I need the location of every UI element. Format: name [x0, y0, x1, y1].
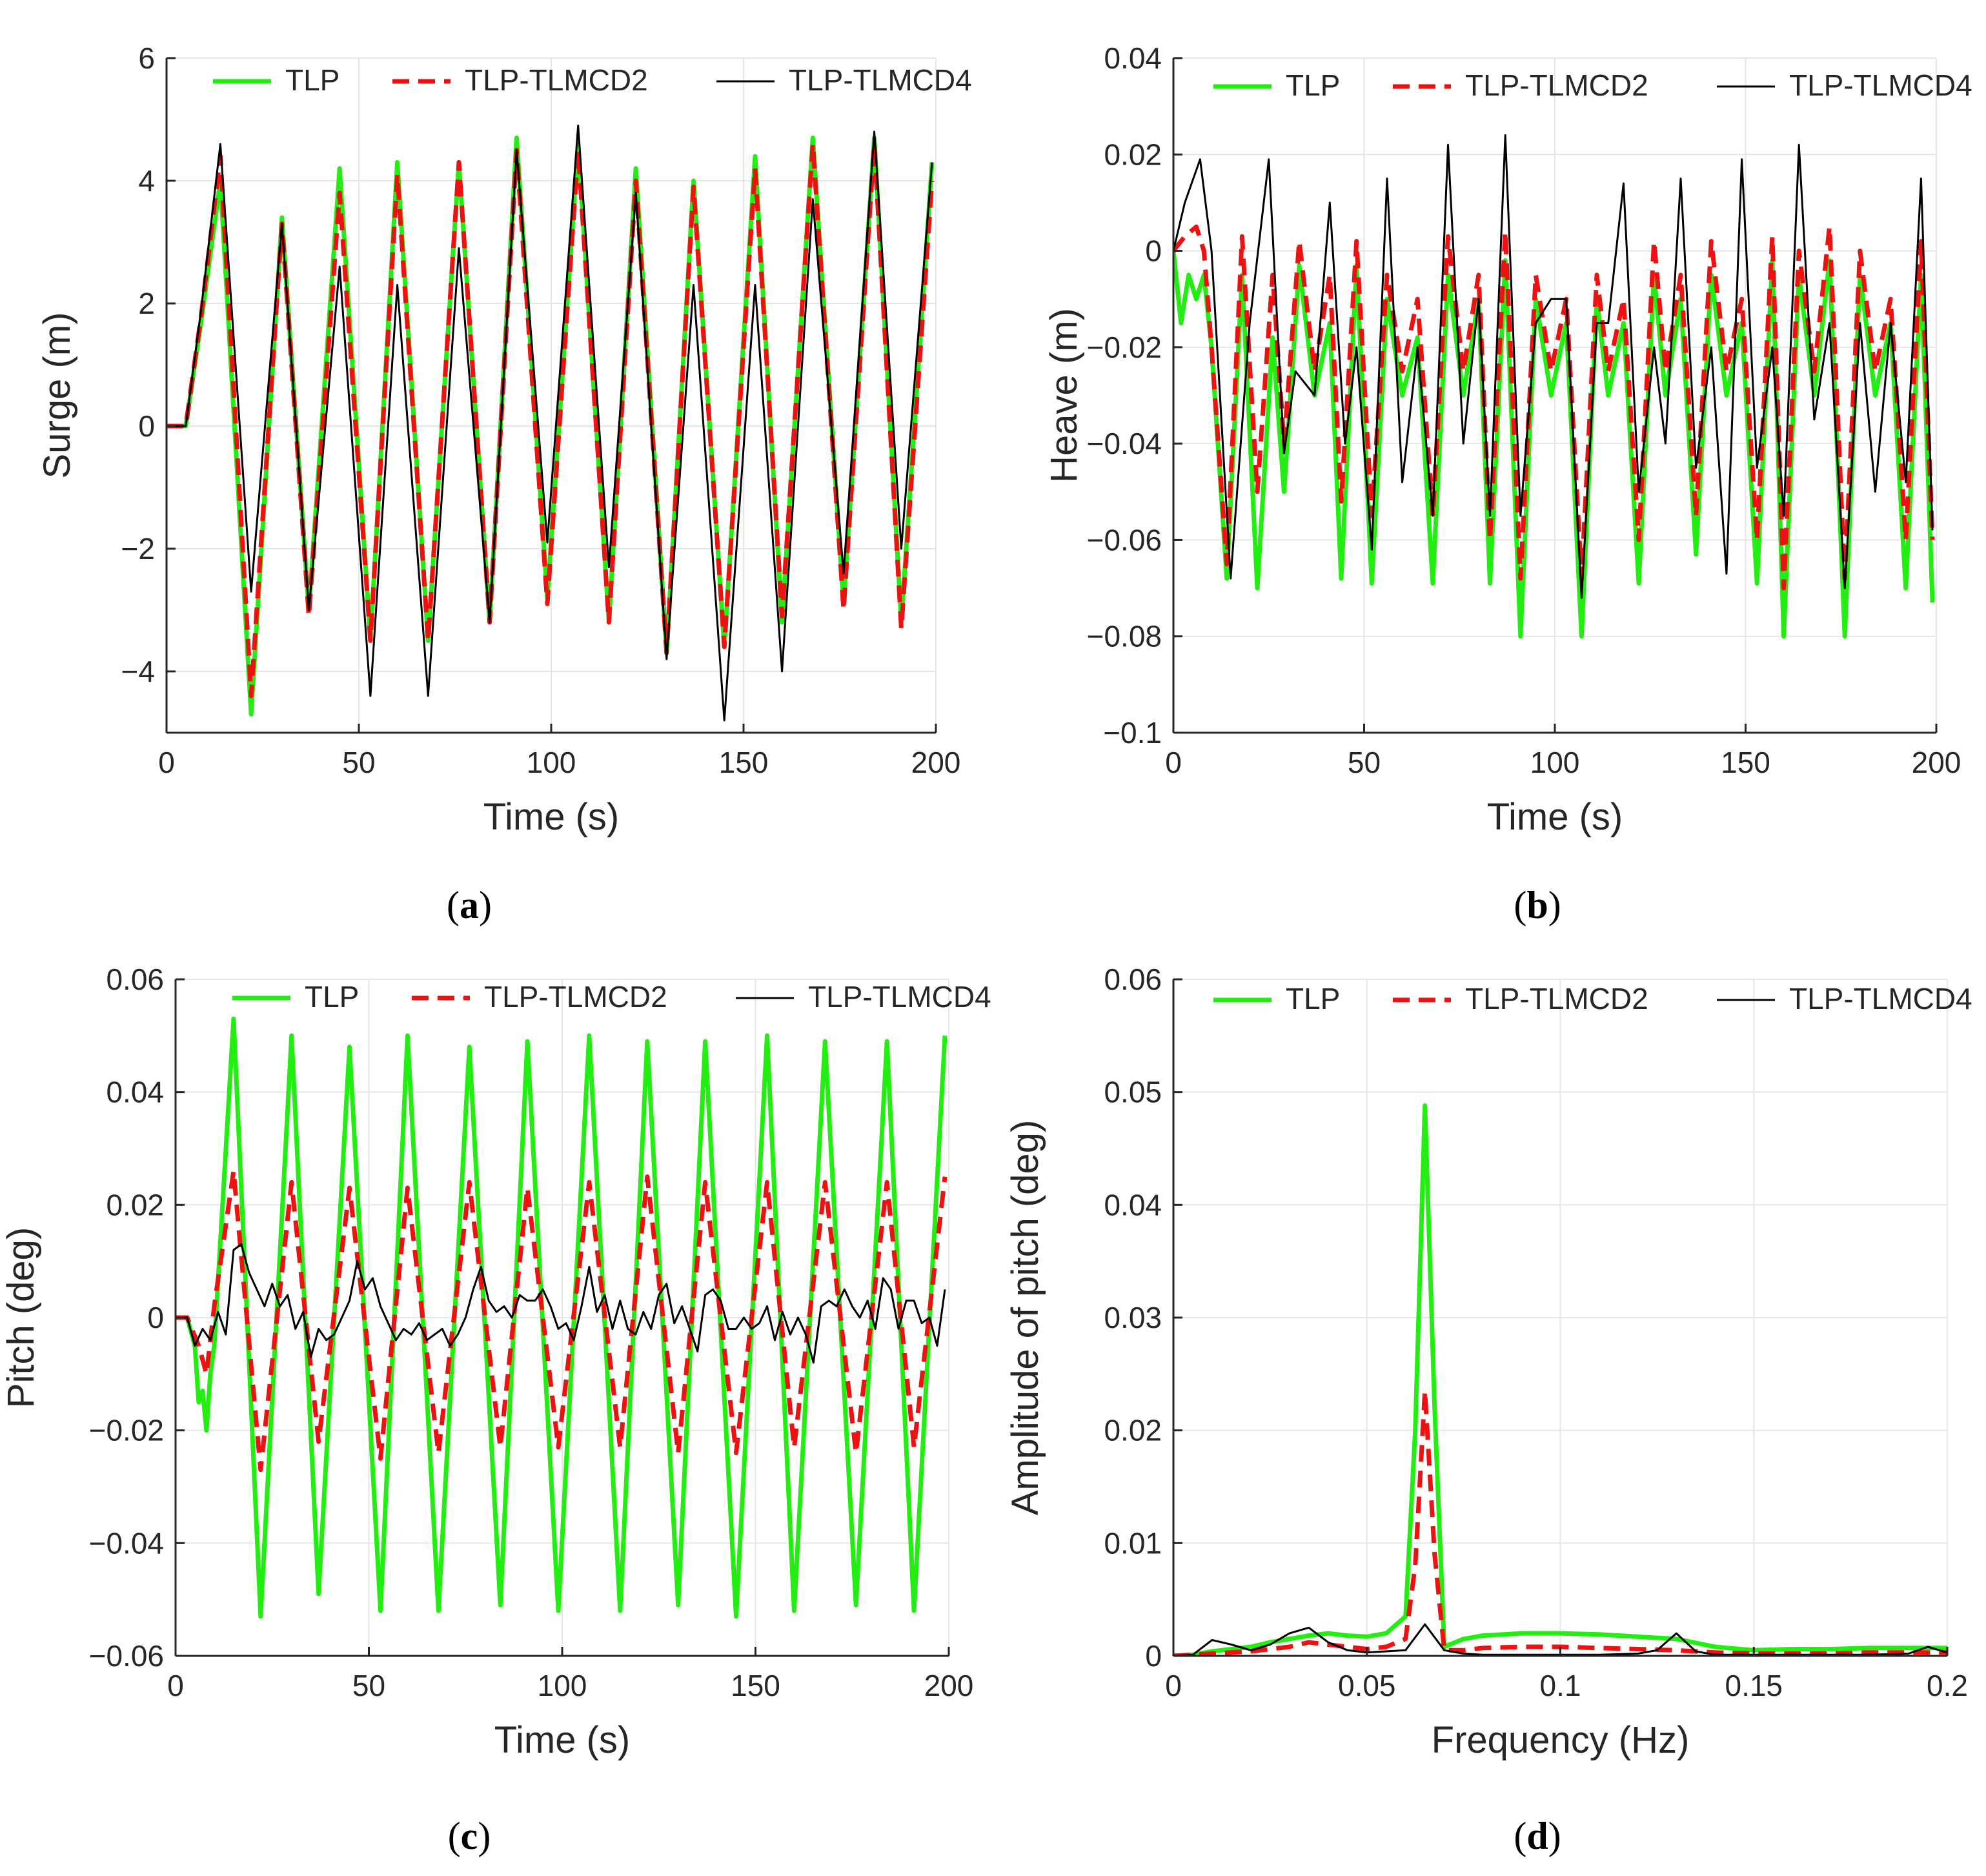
x-tick-label: 50 — [342, 746, 375, 779]
y-tick-label: 0.02 — [1104, 138, 1162, 171]
x-tick-label: 200 — [911, 746, 961, 779]
chart-a: 0 50 100 150 200 −4 −2 0 2 4 6 Time (s) Surge (m) TLP… — [36, 41, 972, 838]
y-tick-label: 0.05 — [1104, 1076, 1162, 1109]
y-tick-label: 2 — [138, 287, 155, 320]
x-tick-label: 0.15 — [1725, 1669, 1783, 1702]
x-tick-label: 0 — [167, 1669, 184, 1702]
x-tick-label: 200 — [1912, 746, 1961, 779]
x-tick-label: 50 — [352, 1669, 385, 1702]
legend-label-TLP: TLP — [1286, 68, 1340, 102]
y-axis-label: Surge (m) — [36, 312, 78, 479]
y-tick-label: 0.01 — [1104, 1526, 1162, 1560]
legend-label-TLP-TLMCD4: TLP-TLMCD4 — [1789, 982, 1972, 1015]
y-axis-label: Amplitude of pitch (deg) — [1004, 1120, 1046, 1516]
caption-c: (c) — [447, 1815, 491, 1857]
x-tick-label: 100 — [527, 746, 576, 779]
series-line-TLP-TLMCD2 — [1173, 1389, 1947, 1656]
y-tick-label: 0.03 — [1104, 1301, 1162, 1334]
x-tick-label: 100 — [1530, 746, 1580, 779]
series-line-TLP-TLMCD2 — [176, 1168, 947, 1473]
legend-label-TLP-TLMCD2: TLP-TLMCD2 — [1465, 68, 1648, 102]
x-tick-label: 50 — [1348, 746, 1381, 779]
y-axis-label: Heave (m) — [1043, 308, 1085, 483]
series-line-TLP-TLMCD4 — [1173, 134, 1934, 599]
x-tick-label: 150 — [731, 1669, 780, 1702]
series-line-TLP-TLMCD2 — [1173, 224, 1935, 591]
y-tick-label: 4 — [138, 164, 155, 198]
legend-label-TLP-TLMCD2: TLP-TLMCD2 — [1465, 982, 1648, 1015]
legend: TLP TLP-TLMCD2 TLP-TLMCD4 — [232, 980, 991, 1014]
y-tick-label: 0.06 — [1104, 963, 1162, 996]
x-axis-label: Frequency (Hz) — [1432, 1719, 1690, 1761]
y-tick-label: −0.02 — [1087, 331, 1162, 364]
y-tick-label: −4 — [121, 655, 155, 688]
series-line-TLP — [176, 1016, 947, 1619]
chart-c: 0 50 100 150 200 −0.06 −0.04 −0.02 0 0.02 0.04 0.06… — [0, 963, 991, 1761]
y-tick-label: −0.04 — [89, 1526, 164, 1560]
legend-label-TLP: TLP — [1286, 982, 1340, 1015]
y-tick-label: 0 — [147, 1301, 164, 1334]
plot-area — [1173, 134, 1935, 639]
y-tick-label: 0.02 — [1104, 1414, 1162, 1447]
y-tick-label: −0.02 — [89, 1414, 164, 1447]
y-tick-label: −0.08 — [1087, 620, 1162, 653]
legend-label-TLP-TLMCD2: TLP-TLMCD2 — [465, 63, 648, 97]
y-tick-label: 0 — [138, 409, 155, 443]
legend-label-TLP-TLMCD4: TLP-TLMCD4 — [1789, 68, 1972, 102]
y-tick-label: −0.06 — [1087, 523, 1162, 556]
y-tick-label: −0.06 — [89, 1639, 164, 1673]
x-tick-label: 0.1 — [1540, 1669, 1581, 1702]
legend-label-TLP-TLMCD4: TLP-TLMCD4 — [808, 980, 991, 1014]
y-tick-label: 0.06 — [106, 963, 164, 996]
legend: TLP TLP-TLMCD2 TLP-TLMCD4 — [1213, 68, 1972, 102]
x-axis-label: Time (s) — [494, 1719, 630, 1761]
x-axis-label: Time (s) — [1487, 796, 1623, 838]
y-tick-label: 0.04 — [1104, 1188, 1162, 1221]
x-tick-label: 0.2 — [1927, 1669, 1968, 1702]
y-tick-label: −0.04 — [1087, 427, 1162, 460]
plot-area — [167, 125, 935, 722]
caption-a: (a) — [447, 884, 492, 926]
legend-label-TLP: TLP — [305, 980, 359, 1014]
x-tick-label: 200 — [924, 1669, 974, 1702]
caption-d: (d) — [1514, 1815, 1561, 1857]
x-tick-label: 100 — [538, 1669, 587, 1702]
y-tick-label: −2 — [121, 532, 155, 566]
y-tick-label: 0.02 — [106, 1188, 164, 1221]
legend-label-TLP-TLMCD4: TLP-TLMCD4 — [789, 63, 972, 97]
y-tick-label: 0.04 — [1104, 41, 1162, 75]
y-axis-label: Pitch (deg) — [0, 1227, 42, 1408]
x-axis-label: Time (s) — [483, 796, 619, 838]
x-tick-label: 0 — [1165, 1669, 1182, 1702]
chart-b: 0 50 100 150 200 −0.1 −0.08 −0.06 −0.04 −0.02 0 0.0… — [1043, 41, 1972, 838]
chart-d: 0 0.05 0.1 0.15 0.2 0 0.01 0.02 0.03 0.04 0.05 0.06… — [1004, 963, 1972, 1761]
x-tick-label: 150 — [1721, 746, 1770, 779]
y-tick-label: 0.04 — [106, 1076, 164, 1109]
legend: TLP TLP-TLMCD2 TLP-TLMCD4 — [213, 63, 972, 97]
series-line-TLP-TLMCD2 — [167, 141, 935, 698]
plot-area — [176, 1016, 947, 1619]
legend: TLP TLP-TLMCD2 TLP-TLMCD4 — [1213, 982, 1972, 1015]
legend-label-TLP-TLMCD2: TLP-TLMCD2 — [484, 980, 667, 1014]
legend-label-TLP: TLP — [285, 63, 339, 97]
series-line-TLP-TLMCD4 — [167, 125, 933, 722]
x-tick-label: 0 — [158, 746, 175, 779]
x-tick-label: 0 — [1165, 746, 1182, 779]
y-tick-label: 6 — [138, 41, 155, 75]
x-tick-label: 150 — [719, 746, 769, 779]
x-tick-label: 0.05 — [1338, 1669, 1396, 1702]
series-line-TLP-TLMCD4 — [176, 1243, 946, 1364]
y-tick-label: 0 — [1145, 1639, 1162, 1673]
caption-b: (b) — [1514, 884, 1561, 926]
y-tick-label: 0 — [1145, 234, 1162, 268]
series-line-TLP-TLMCD4 — [1173, 1623, 1947, 1656]
y-tick-label: −0.1 — [1103, 716, 1162, 749]
